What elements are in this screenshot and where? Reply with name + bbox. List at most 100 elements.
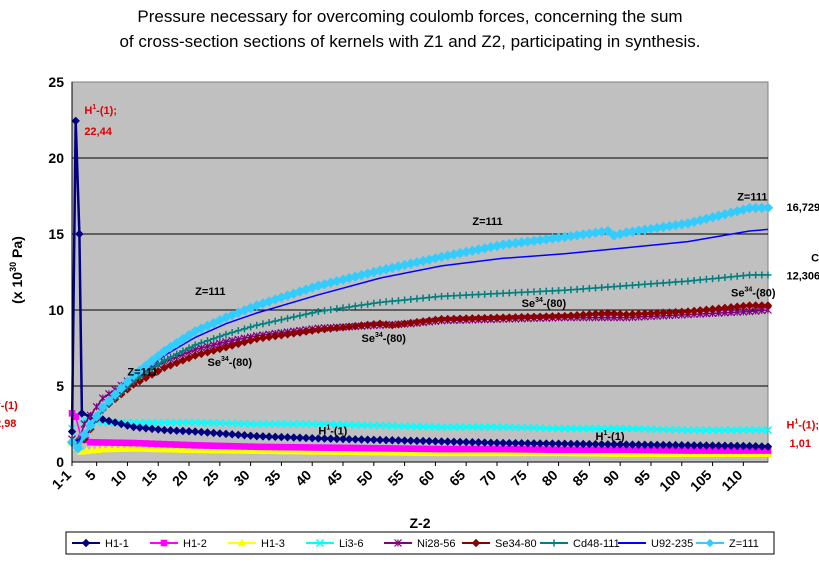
data-point (469, 445, 476, 453)
data-point (394, 539, 402, 547)
data-point (720, 426, 729, 435)
data-point (154, 418, 163, 427)
data-point (764, 271, 772, 279)
data-point (394, 320, 403, 329)
data-point (178, 356, 188, 365)
legend: H1-1 H1-2 H1-3 Li3-6 Ni28-56 Se34-80 Cd48-111 U… (65, 531, 775, 555)
data-point (110, 418, 120, 427)
data-point (745, 441, 754, 451)
data-point (762, 202, 774, 213)
data-point (628, 440, 637, 449)
data-point (709, 275, 717, 283)
data-point (388, 297, 396, 305)
legend-label: Z=111 (729, 538, 759, 550)
data-point (210, 335, 218, 343)
data-point (499, 289, 507, 297)
data-point (486, 313, 496, 323)
chart-title-line-2: of cross-section sections of kernels wit… (119, 32, 700, 51)
data-point (166, 426, 175, 435)
y-tick-label: 0 (56, 454, 64, 470)
data-point (327, 444, 334, 452)
annotation-superscript: 34 (221, 356, 229, 363)
data-point (462, 445, 470, 453)
data-point (635, 281, 643, 289)
data-point (72, 443, 84, 454)
data-point (419, 445, 427, 453)
data-point (763, 426, 773, 435)
data-point (209, 445, 219, 454)
data-point (751, 442, 760, 451)
legend-label: Se34-80 (495, 538, 537, 550)
data-point (641, 280, 649, 288)
data-point (696, 276, 704, 284)
data-point (579, 310, 588, 319)
annotation-label: H1-(1); (786, 419, 819, 432)
data-point (474, 448, 483, 457)
annotation-text: Se (361, 333, 374, 345)
data-point (326, 446, 336, 455)
data-point (672, 278, 680, 286)
data-point (197, 339, 205, 347)
data-point (387, 447, 397, 456)
data-point (542, 287, 550, 295)
data-point (431, 422, 440, 431)
data-point (289, 446, 299, 455)
data-point (511, 289, 519, 297)
data-point (314, 419, 323, 429)
data-point (338, 447, 348, 455)
data-point (603, 308, 613, 318)
x-tick-label: 15 (138, 467, 160, 489)
data-point (518, 288, 526, 296)
annotation-superscript: 1 (92, 104, 96, 111)
data-point (592, 284, 600, 292)
data-point (678, 278, 686, 286)
data-point (677, 440, 686, 450)
data-point (277, 446, 286, 455)
legend-item: Se34-80 (462, 538, 537, 550)
data-point (271, 419, 280, 429)
data-point (400, 319, 409, 328)
data-point (265, 419, 274, 429)
data-point (486, 423, 495, 432)
data-point (523, 312, 532, 322)
data-point (160, 425, 169, 435)
data-point (425, 294, 433, 302)
annotation-label: H1-(1) (318, 425, 347, 438)
data-point (395, 445, 402, 452)
annotation-text: 2,98 (0, 418, 16, 430)
data-point (659, 440, 668, 450)
data-point (295, 419, 304, 429)
data-point (185, 344, 193, 352)
data-point (480, 448, 490, 457)
data-point (406, 318, 415, 328)
data-point (258, 432, 268, 441)
data-point (290, 313, 298, 321)
data-point (72, 413, 79, 421)
data-point (111, 439, 119, 446)
data-point (370, 299, 378, 307)
data-point (351, 435, 360, 444)
legend-label: H1-3 (261, 538, 285, 550)
annotation-suffix: -(1) (1, 400, 18, 412)
data-point (77, 409, 87, 418)
annotation-suffix: -(1); (798, 420, 819, 432)
data-point (406, 422, 415, 431)
x-tick-label: 35 (261, 467, 283, 489)
data-point (344, 434, 354, 444)
x-tick-label: 95 (631, 467, 653, 489)
data-point (604, 283, 612, 291)
data-point (215, 445, 225, 454)
data-point (357, 301, 365, 309)
data-point (455, 314, 465, 323)
data-point (141, 373, 151, 382)
data-point (523, 439, 532, 448)
data-point (172, 358, 181, 368)
data-point (283, 419, 292, 429)
data-point (296, 444, 304, 451)
data-point (104, 444, 114, 453)
data-point (560, 424, 569, 433)
data-point (739, 301, 748, 311)
y-axis-title: (x 1030 Pa) (8, 236, 25, 304)
data-point (351, 321, 360, 331)
data-point (400, 436, 409, 445)
